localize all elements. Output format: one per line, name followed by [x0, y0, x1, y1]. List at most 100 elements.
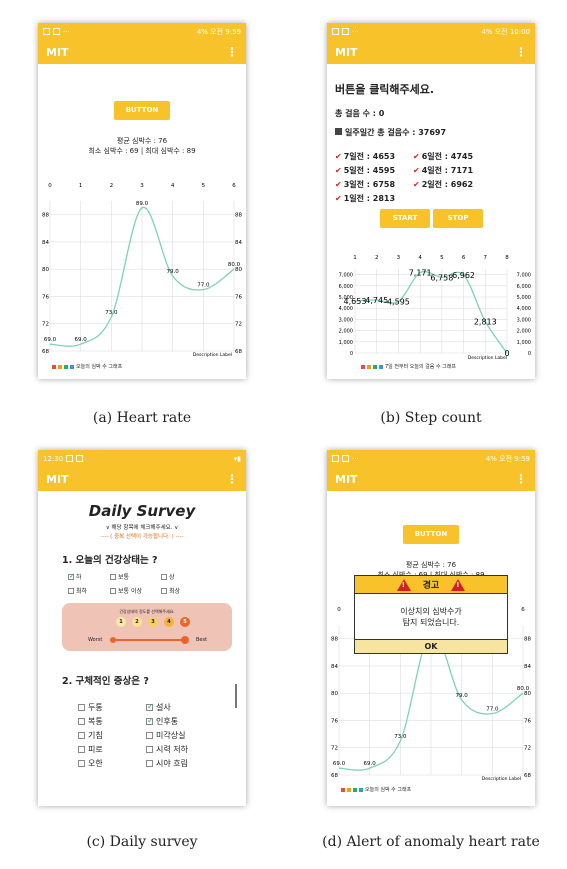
description-label: Description Label — [468, 355, 507, 361]
slider-value-4[interactable]: 4 — [164, 617, 174, 627]
day-steps: ✔ 2일전 : 6962 — [413, 180, 474, 189]
symptom-stomachache[interactable]: 복통 — [78, 716, 103, 727]
caption-b: (b) Step count — [380, 410, 482, 426]
notification-icon — [43, 28, 50, 35]
data-point-label: 89.0 — [136, 201, 149, 207]
notification-icon — [332, 28, 339, 35]
status-time: 4% 오전 9:59 — [196, 27, 241, 36]
y-tick-label-right: 7,000 — [517, 273, 531, 279]
x-tick-label: 3 — [397, 255, 401, 261]
button[interactable]: BUTTON — [403, 525, 459, 544]
y-tick-label-left: 72 — [42, 322, 49, 328]
phone-heart-rate: ··· 4% 오전 9:59 MIT ⋮ BUTTON 평균 심박수 : 76 … — [38, 23, 246, 379]
symptom-blurred-vision[interactable]: 시야 흐림 — [146, 758, 188, 769]
minmax-heart-rate: 최소 심박수 : 69 | 최대 심박수 : 89 — [88, 147, 196, 155]
button[interactable]: BUTTON — [114, 101, 170, 120]
slider-track[interactable] — [112, 639, 184, 641]
x-tick-label: 6 — [462, 255, 466, 261]
overflow-menu-icon[interactable]: ⋮ — [226, 472, 238, 486]
option-high[interactable]: 상 — [161, 572, 175, 581]
overflow-menu-icon[interactable]: ⋮ — [226, 45, 238, 59]
y-tick-label-right: 84 — [235, 240, 242, 246]
x-tick-label: 8 — [505, 255, 509, 261]
overflow-menu-icon[interactable]: ⋮ — [515, 472, 527, 486]
y-tick-label-right: 72 — [235, 322, 242, 328]
avg-heart-rate: 평균 심박수 : 76 — [405, 561, 457, 569]
symptom-fatigue[interactable]: 피로 — [78, 744, 103, 755]
day-steps: ✔ 4일전 : 7171 — [413, 166, 474, 175]
status-bar: ··· 4% 오전 9:59 — [38, 23, 246, 40]
data-point-label: 2,813 — [474, 317, 497, 326]
option-above-normal[interactable]: 보통 이상 — [110, 586, 142, 595]
data-point-label: 69.0 — [75, 337, 88, 343]
slider-worst-label: Worst — [88, 637, 103, 643]
day-steps: ✔ 5일전 : 4595 — [335, 166, 396, 175]
stop-button[interactable]: STOP — [433, 209, 483, 228]
y-tick-label-left: 76 — [331, 718, 338, 724]
app-title: MIT — [335, 45, 358, 59]
slider-value-1[interactable]: 1 — [116, 617, 126, 627]
check-icon: ✔ — [413, 152, 420, 161]
data-point-label: 73.0 — [394, 734, 407, 740]
week-total-steps: 일주일간 총 걸음수 : 37697 — [335, 127, 446, 138]
status-bar: ··· 4% 오전 10:00 — [327, 23, 535, 40]
y-tick-label-left: 84 — [331, 664, 338, 670]
step-count-series-line — [354, 270, 508, 354]
check-icon: ✔ — [335, 166, 342, 175]
symptom-chills[interactable]: 오한 — [78, 758, 103, 769]
symptom-headache[interactable]: 두통 — [78, 702, 103, 713]
data-point-label: 7,171 — [409, 269, 432, 278]
symptom-cough[interactable]: 기침 — [78, 730, 103, 741]
y-tick-label-right: 68 — [235, 349, 242, 355]
y-tick-label-left: 80 — [42, 267, 49, 273]
status-time: 4% 오전 10:00 — [481, 27, 530, 36]
slider-thumb[interactable] — [181, 636, 189, 644]
alert-header: ! 경고 ! — [355, 576, 507, 594]
option-lowest[interactable]: 최하 — [68, 586, 87, 595]
notification-icon — [53, 28, 60, 35]
y-tick-label-right: 6,000 — [517, 284, 531, 290]
check-icon: ✔ — [335, 194, 342, 203]
symptom-vision-loss[interactable]: 시력 저하 — [146, 744, 188, 755]
ok-button[interactable]: OK — [355, 639, 507, 653]
option-normal[interactable]: 보통 — [110, 572, 129, 581]
symptom-sore-throat[interactable]: 인후통 — [146, 716, 178, 727]
data-point-label: 77.0 — [197, 283, 210, 289]
x-tick-label: 0 — [337, 607, 341, 613]
chart-legend: 오늘의 심박 수 그래프 — [341, 786, 411, 793]
slider-value-3[interactable]: 3 — [148, 617, 158, 627]
status-bar: ··· 4% 오전 9:59 — [327, 450, 535, 467]
y-tick-label-left: 2,000 — [339, 329, 353, 335]
slider-value-5[interactable]: 5 — [180, 617, 190, 627]
symptom-taste-loss[interactable]: 미각상실 — [146, 730, 185, 741]
start-button[interactable]: START — [380, 209, 430, 228]
day-steps: ✔ 3일전 : 6758 — [335, 180, 396, 189]
data-point-label: 79.0 — [456, 693, 469, 699]
y-tick-label-right: 1,000 — [517, 340, 531, 346]
app-bar: MIT ⋮ — [38, 467, 246, 491]
description-label: Description Label — [193, 352, 232, 358]
data-point-label: 79.0 — [167, 269, 180, 275]
scrollbar[interactable] — [235, 684, 237, 708]
slider-value-2[interactable]: 2 — [132, 617, 142, 627]
total-steps: 총 걸음 수 : 0 — [335, 109, 385, 118]
notification-icon — [332, 455, 339, 462]
y-tick-label-right: 80 — [235, 267, 242, 273]
phone-step-count: ··· 4% 오전 10:00 MIT ⋮ 버튼을 클릭해주세요. 총 걸음 수… — [327, 23, 535, 379]
status-time: 12:30 — [43, 454, 64, 463]
description-label: Description Label — [482, 776, 521, 782]
day-steps: ✔ 7일전 : 4653 — [335, 152, 396, 161]
x-tick-label: 4 — [418, 255, 422, 261]
symptom-diarrhea[interactable]: 설사 — [146, 702, 171, 713]
overflow-menu-icon[interactable]: ⋮ — [515, 45, 527, 59]
step-count-chart: 1 2 3 4 5 6 7 8 0 0 1,000 1,000 2,000 2,000 3,000 3,000… — [339, 255, 531, 361]
question-2: 2. 구체적인 증상은 ? — [62, 676, 149, 687]
alert-message: 이상치의 심박수가 탐지 되었습니다. — [400, 607, 462, 627]
option-highest[interactable]: 최상 — [161, 586, 180, 595]
y-tick-label-left: 88 — [42, 213, 49, 219]
status-bar: 12:30 ▾▮ — [38, 450, 246, 467]
battery-icon: ▾▮ — [233, 454, 241, 463]
app-bar: MIT ⋮ — [327, 40, 535, 64]
option-low[interactable]: 하 — [68, 572, 82, 581]
data-point-label: 4,745 — [365, 296, 388, 305]
